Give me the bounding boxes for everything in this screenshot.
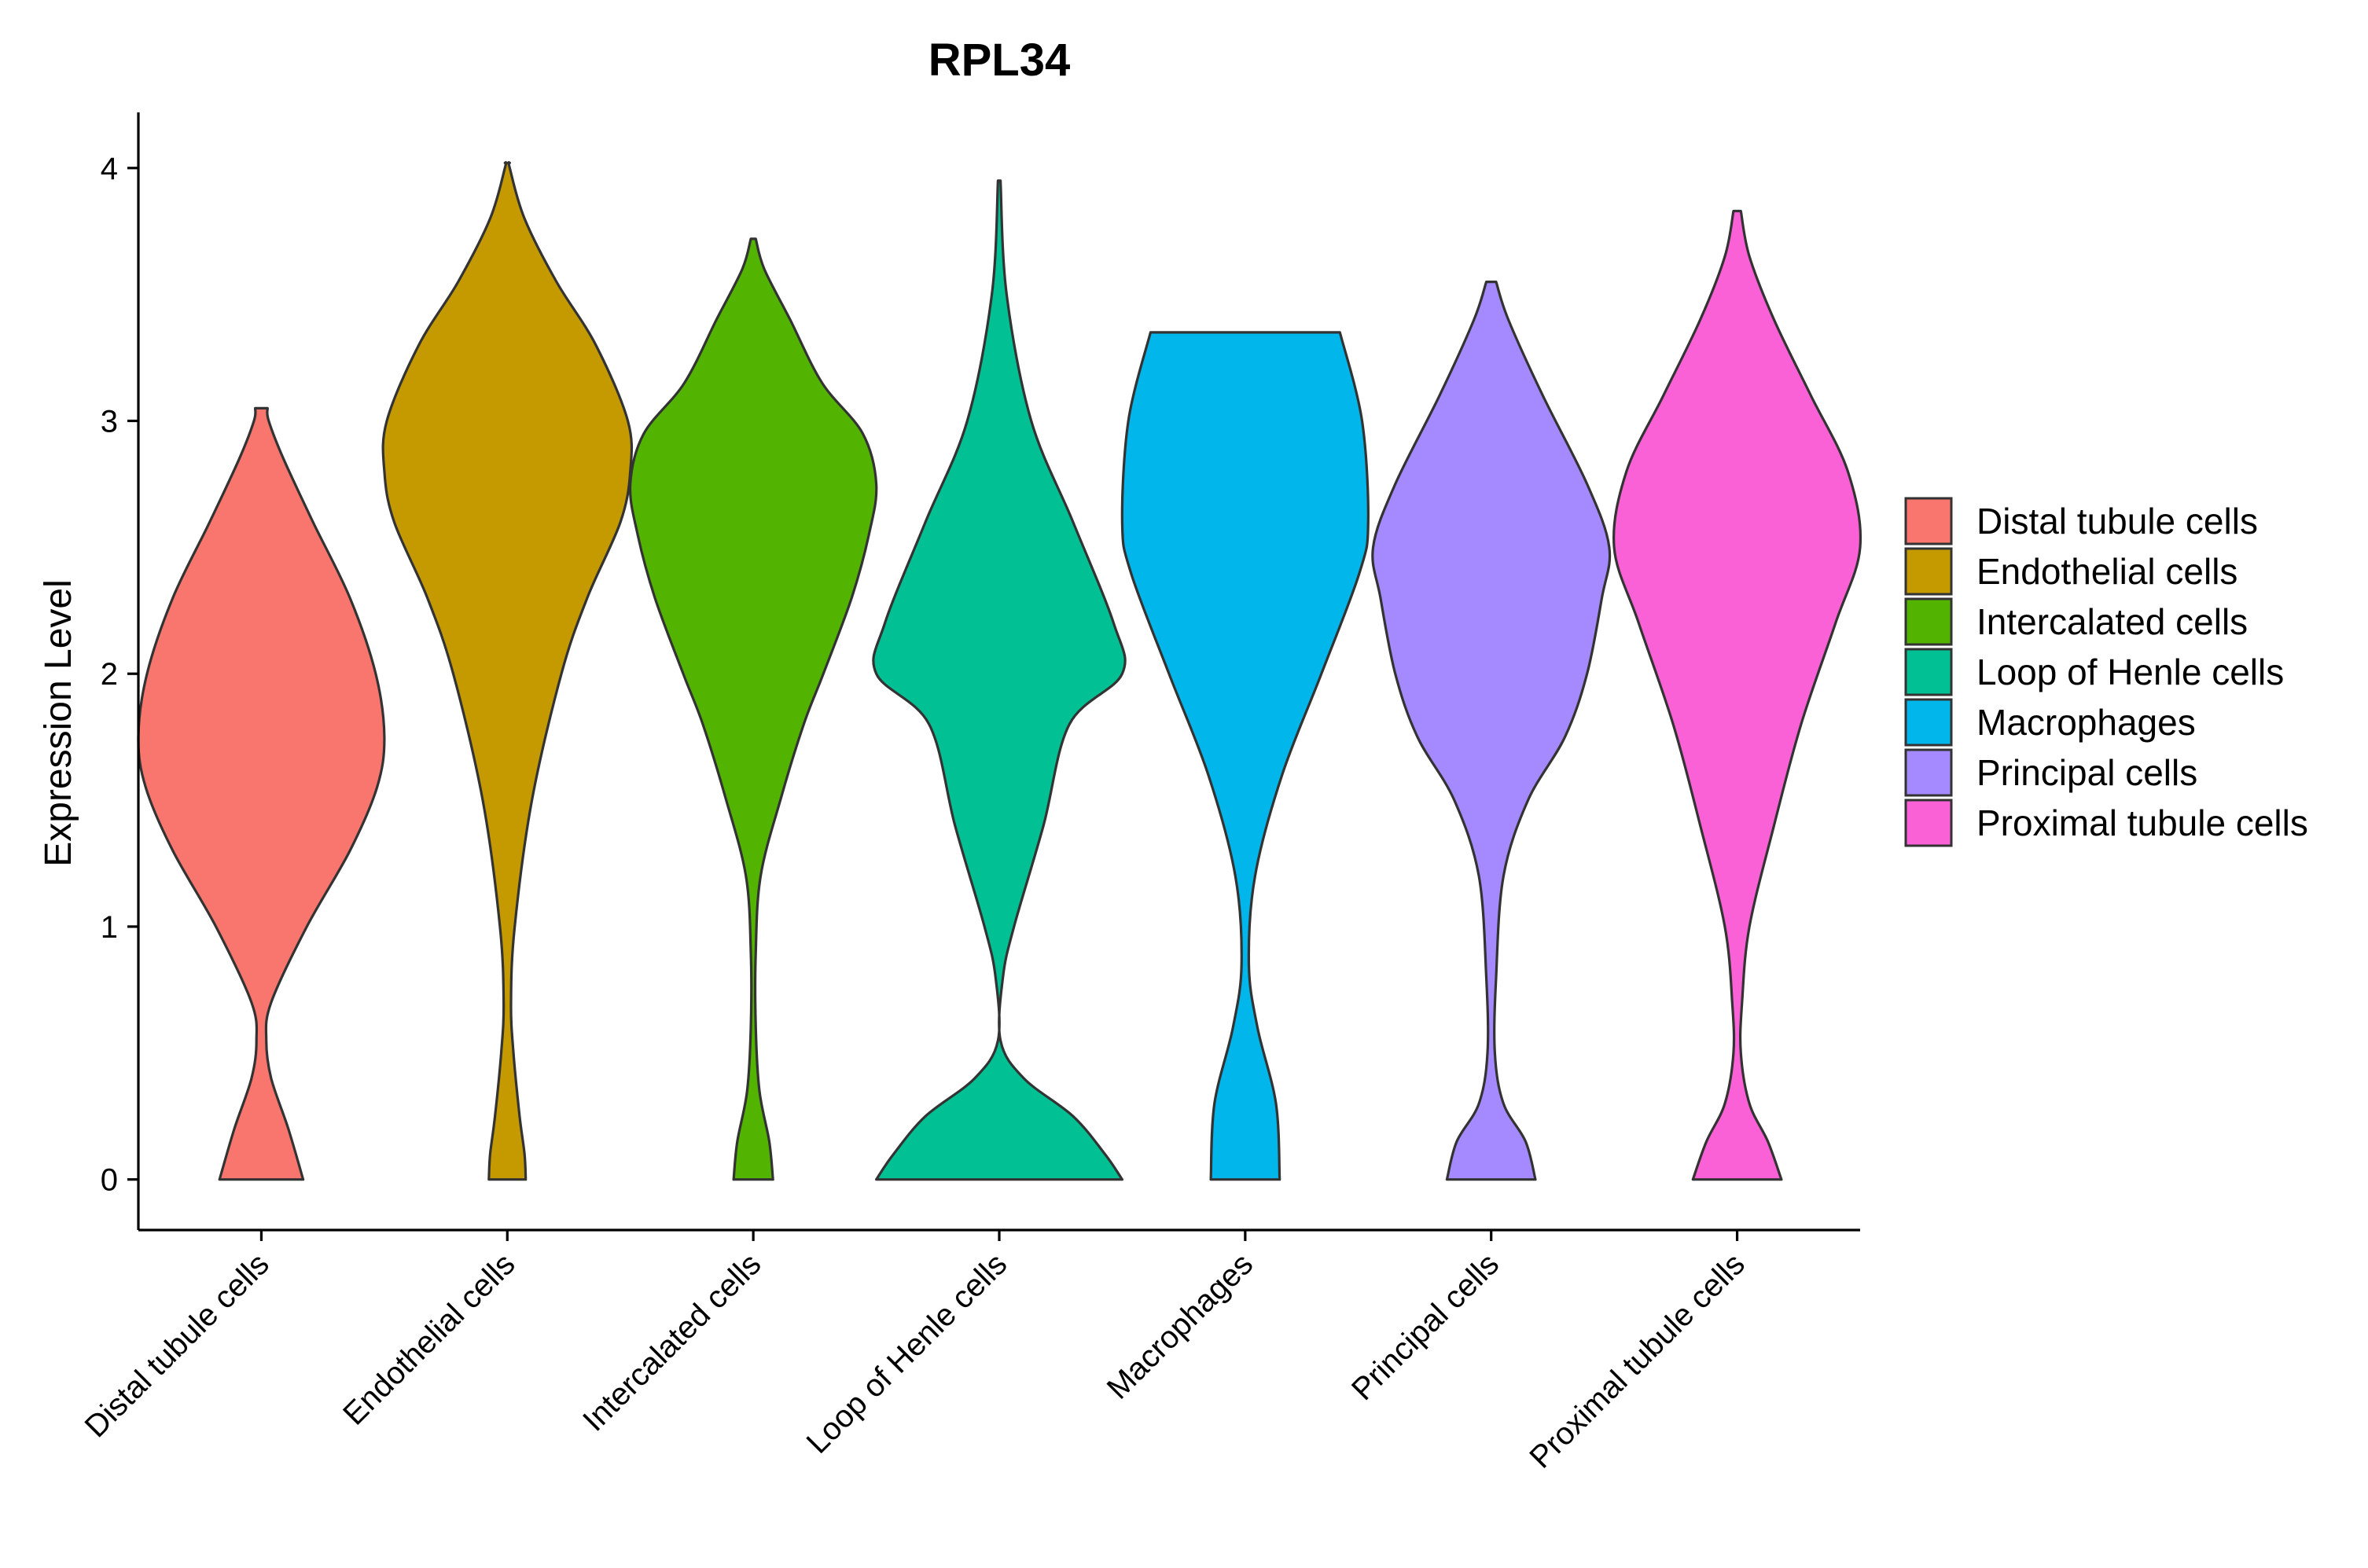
legend-key-endothelial-cells [1904,547,1953,596]
legend-label-distal-tubule-cells: Distal tubule cells [1976,501,2258,542]
violin-distal-tubule-cells [137,406,386,1181]
legend-key-loop-of-henle-cells [1904,648,1953,696]
legend-key-proximal-tubule-cells [1904,799,1953,847]
y-tick-label: 0 [101,1163,118,1198]
x-tick-label-macrophages: Macrophages [1101,1247,1259,1405]
legend-label-loop-of-henle-cells: Loop of Henle cells [1976,652,2284,692]
legend-label-principal-cells: Principal cells [1976,752,2197,793]
y-tick-label: 1 [101,910,118,945]
chart-title: RPL34 [928,35,1071,86]
x-tick-label-distal-tubule-cells: Distal tubule cells [79,1247,276,1444]
legend: Distal tubule cells Endothelial cells Inte… [1904,497,2308,847]
violin-principal-cells [1371,281,1612,1181]
y-axis-label: Expression Level [38,579,79,867]
y-tick-label: 3 [101,404,118,439]
legend-key-principal-cells [1904,748,1953,797]
legend-key-distal-tubule-cells [1904,497,1953,545]
legend-label-intercalated-cells: Intercalated cells [1976,601,2248,642]
legend-key-intercalated-cells [1904,597,1953,646]
legend-label-endothelial-cells: Endothelial cells [1976,551,2237,592]
x-tick-label-loop-of-henle-cells: Loop of Henle cells [800,1247,1014,1460]
legend-label-macrophages: Macrophages [1976,702,2196,743]
x-tick-label-endothelial-cells: Endothelial cells [336,1247,522,1432]
violin-intercalated-cells [628,237,878,1181]
violin-loop-of-henle-cells [872,179,1127,1181]
x-axis-ticks: Distal tubule cells Endothelial cells Inte… [79,1230,1752,1475]
x-tick-label-proximal-tubule-cells: Proximal tubule cells [1523,1247,1751,1474]
x-tick-label-principal-cells: Principal cells [1345,1247,1506,1407]
legend-key-macrophages [1904,698,1953,747]
y-tick-label: 2 [101,657,118,692]
legend-label-proximal-tubule-cells: Proximal tubule cells [1976,802,2308,843]
y-axis-ticks: 0 1 2 3 4 [101,152,138,1198]
violin-macrophages [1120,331,1370,1181]
violin-group [137,160,1862,1181]
y-tick-label: 4 [101,152,118,186]
violin-endothelial-cells [381,160,634,1181]
x-tick-label-intercalated-cells: Intercalated cells [576,1247,767,1438]
violin-proximal-tubule-cells [1612,209,1862,1181]
